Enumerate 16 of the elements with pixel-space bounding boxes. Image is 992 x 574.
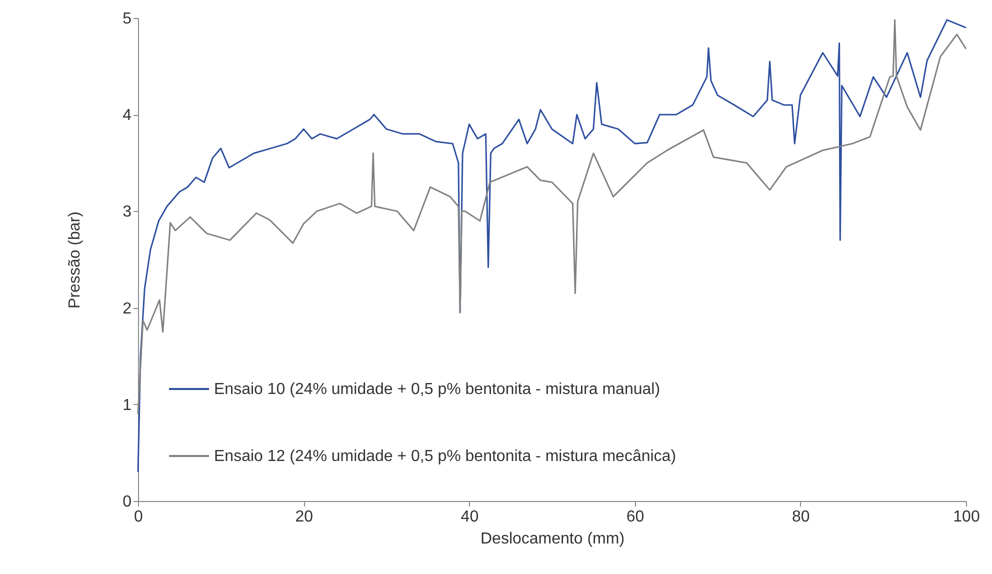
y-tick-label: 3 [122,204,132,221]
y-tick-label: 2 [122,300,132,318]
x-tick-label: 40 [460,508,479,526]
y-axis-title: Pressão (bar) [66,212,84,308]
x-tick-label: 100 [953,508,980,526]
y-tick-label: 4 [122,107,132,124]
x-axis-title: Deslocamento (mm) [480,530,625,548]
y-tick-label: 5 [122,10,132,28]
legend-label: Ensaio 10 (24% umidade + 0,5 p% bentonita - mistura manual) [214,381,660,398]
x-tick-label: 20 [295,508,314,526]
x-tick-label: 0 [134,508,144,526]
y-tick-label: 0 [122,494,132,510]
x-tick-label: 60 [626,508,644,526]
legend-label: Ensaio 12 (24% umidade + 0,5 p% bentonita - mistura mecânica) [214,448,676,465]
x-tick-label: 80 [792,508,810,526]
y-tick-label: 1 [122,396,132,414]
